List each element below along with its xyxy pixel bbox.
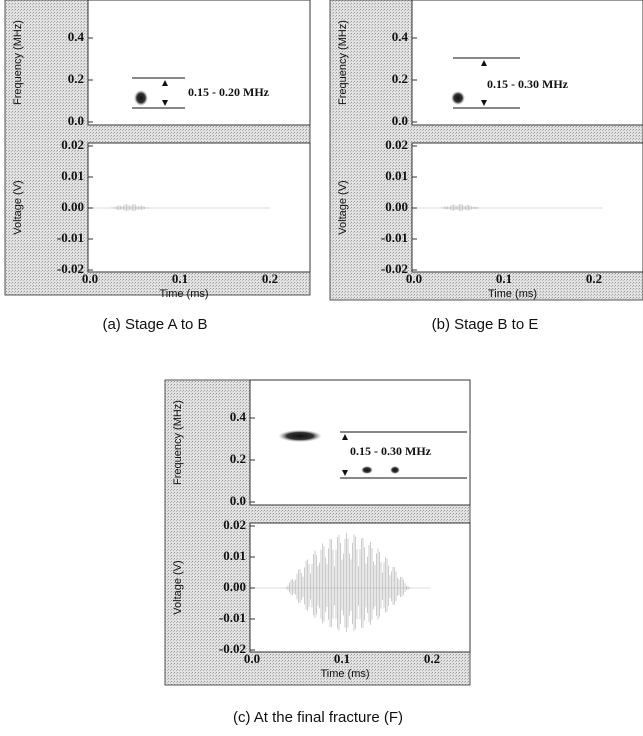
y-tick-label: 0.2	[392, 71, 408, 86]
x-tick-label: 0.0	[82, 271, 98, 286]
y-tick-label: -0.01	[219, 610, 246, 625]
y-tick-label: 0.2	[68, 71, 84, 86]
axis-label: Frequency (MHz)	[337, 20, 349, 105]
spectrogram-area	[411, 0, 643, 126]
waveform-area	[411, 142, 643, 273]
y-tick-label: 0.02	[385, 137, 408, 152]
spectral-blob	[278, 430, 322, 442]
y-tick-label: 0.02	[223, 517, 246, 532]
y-tick-label: -0.01	[57, 230, 84, 245]
y-tick-label: 0.00	[61, 199, 84, 214]
y-tick-label: 0.4	[68, 29, 85, 44]
x-tick-label: 0.2	[262, 271, 278, 286]
y-tick-label: 0.00	[385, 199, 408, 214]
y-tick-label: -0.02	[381, 261, 408, 276]
axis-label: Frequency (MHz)	[172, 400, 184, 485]
x-tick-label: 0.2	[424, 651, 440, 666]
axis-label: Voltage (V)	[172, 560, 184, 614]
y-tick-label: 0.01	[385, 168, 408, 183]
axis-label: Voltage (V)	[12, 180, 24, 234]
annotation: 0.15 - 0.30 MHz	[350, 444, 432, 458]
spectrogram-area	[87, 0, 311, 126]
caption: (b) Stage B to E	[432, 316, 539, 333]
x-tick-label: 0.1	[172, 271, 188, 286]
y-tick-label: 0.01	[61, 168, 84, 183]
x-tick-label: 0.0	[244, 651, 260, 666]
x-tick-label: 0.0	[406, 271, 422, 286]
spectral-blob	[390, 466, 400, 474]
y-tick-label: 0.0	[392, 113, 408, 128]
y-tick-label: -0.01	[381, 230, 408, 245]
spectral-blob	[451, 91, 465, 105]
caption: (a) Stage A to B	[102, 316, 207, 333]
y-tick-label: 0.01	[223, 548, 246, 563]
x-tick-label: 0.1	[496, 271, 512, 286]
axis-label: Frequency (MHz)	[12, 20, 24, 105]
annotation: 0.15 - 0.30 MHz	[487, 77, 569, 91]
y-tick-label: 0.0	[230, 493, 246, 508]
x-tick-label: 0.2	[586, 271, 602, 286]
arrow	[162, 80, 168, 106]
y-tick-label: -0.02	[57, 261, 84, 276]
y-tick-label: 0.0	[68, 113, 84, 128]
y-tick-label: 0.4	[230, 409, 247, 424]
axis-label: Voltage (V)	[337, 180, 349, 234]
waveform-area	[87, 142, 311, 273]
x-tick-label: 0.1	[334, 651, 350, 666]
spectrogram-area	[249, 379, 471, 506]
y-tick-label: 0.4	[392, 29, 409, 44]
y-tick-label: 0.00	[223, 579, 246, 594]
axis-label: Time (ms)	[488, 288, 537, 300]
spectral-blob	[361, 466, 373, 474]
axis-label: Time (ms)	[320, 668, 369, 680]
y-tick-label: -0.02	[219, 641, 246, 656]
annotation: 0.15 - 0.20 MHz	[188, 85, 270, 99]
axis-label: Time (ms)	[159, 288, 208, 300]
caption: (c) At the final fracture (F)	[233, 709, 403, 726]
y-tick-label: 0.02	[61, 137, 84, 152]
y-tick-label: 0.2	[230, 451, 246, 466]
spectral-blob	[134, 90, 148, 106]
